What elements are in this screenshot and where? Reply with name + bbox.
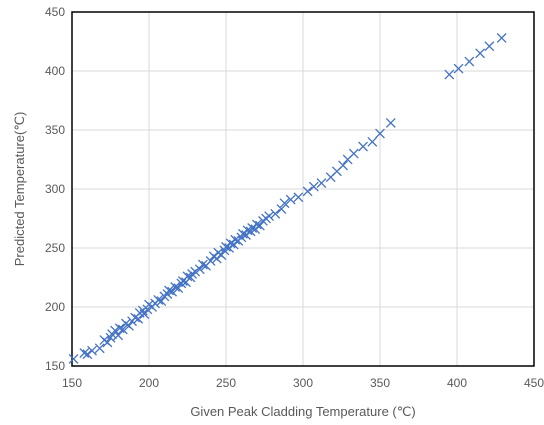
plot-area-border bbox=[71, 11, 535, 367]
data-point-marker bbox=[117, 324, 128, 335]
data-point-marker bbox=[238, 228, 248, 239]
x-tick-label: 400 bbox=[447, 376, 467, 390]
data-point-marker bbox=[216, 250, 227, 260]
data-point-marker bbox=[375, 128, 385, 139]
data-point-marker bbox=[170, 282, 181, 292]
data-point-marker bbox=[250, 224, 261, 235]
y-tick-label: 200 bbox=[45, 300, 65, 314]
data-point-marker bbox=[464, 56, 475, 67]
data-point-marker bbox=[279, 198, 290, 209]
data-point-marker bbox=[124, 320, 134, 331]
data-point-marker bbox=[308, 181, 319, 192]
data-point-marker bbox=[230, 234, 241, 245]
data-point-marker bbox=[348, 148, 359, 159]
data-point-marker bbox=[254, 220, 265, 231]
y-tick-label: 300 bbox=[45, 182, 65, 196]
y-tick-label: 150 bbox=[45, 359, 65, 373]
data-point-marker bbox=[190, 266, 201, 277]
data-point-marker bbox=[358, 141, 368, 152]
data-point-marker bbox=[221, 241, 231, 252]
data-point-marker bbox=[453, 63, 464, 74]
data-point-marker bbox=[316, 178, 327, 189]
data-point-marker bbox=[224, 243, 234, 253]
data-point-marker bbox=[133, 313, 144, 324]
x-tick-label: 300 bbox=[293, 376, 313, 390]
data-point-marker bbox=[197, 259, 208, 270]
data-point-marker bbox=[68, 354, 79, 364]
data-points bbox=[68, 33, 507, 364]
data-point-marker bbox=[164, 285, 174, 296]
data-point-marker bbox=[270, 208, 281, 219]
data-point-marker bbox=[114, 323, 125, 334]
data-point-marker bbox=[153, 295, 164, 305]
data-point-marker bbox=[139, 309, 150, 319]
data-point-marker bbox=[211, 253, 222, 264]
data-point-marker bbox=[302, 186, 313, 197]
data-point-marker bbox=[173, 283, 184, 294]
y-tick-label: 250 bbox=[45, 241, 65, 255]
data-point-marker bbox=[285, 194, 296, 205]
y-tick-label: 350 bbox=[45, 123, 65, 137]
x-tick-label: 200 bbox=[139, 376, 159, 390]
data-point-marker bbox=[110, 325, 121, 336]
x-tick-label: 250 bbox=[216, 376, 236, 390]
data-point-marker bbox=[475, 48, 486, 59]
data-point-marker bbox=[79, 348, 90, 358]
data-point-marker bbox=[87, 345, 97, 356]
data-point-marker bbox=[94, 343, 105, 354]
x-tick-label: 350 bbox=[370, 376, 390, 390]
data-point-marker bbox=[484, 41, 495, 52]
data-point-marker bbox=[251, 219, 262, 230]
data-point-marker bbox=[225, 238, 236, 249]
y-axis-label: Predicted Temperature(℃) bbox=[12, 112, 27, 267]
data-point-marker bbox=[194, 264, 205, 275]
data-point-marker bbox=[82, 349, 93, 360]
data-point-marker bbox=[241, 230, 251, 240]
data-point-marker bbox=[102, 337, 113, 348]
data-point-marker bbox=[276, 204, 287, 214]
y-tick-label: 450 bbox=[45, 5, 65, 19]
data-point-marker bbox=[242, 225, 253, 236]
data-point-marker bbox=[156, 296, 167, 307]
data-point-marker bbox=[496, 33, 507, 43]
x-tick-label: 150 bbox=[62, 376, 82, 390]
data-point-marker bbox=[228, 239, 239, 250]
data-point-marker bbox=[385, 118, 396, 128]
data-point-marker bbox=[444, 69, 455, 80]
data-point-marker bbox=[182, 271, 193, 282]
data-point-marker bbox=[167, 286, 178, 297]
data-point-marker bbox=[367, 136, 378, 147]
data-point-marker bbox=[264, 211, 275, 222]
x-tick-label: 450 bbox=[524, 376, 544, 390]
data-point-marker bbox=[205, 256, 216, 266]
data-point-marker bbox=[142, 304, 153, 315]
data-point-marker bbox=[338, 160, 348, 171]
data-point-marker bbox=[247, 223, 258, 233]
y-axis-tick-labels: 150 200 250 300 350 400 450 bbox=[45, 5, 65, 373]
y-tick-label: 400 bbox=[45, 64, 65, 78]
x-axis-tick-labels: 150 200 250 300 350 400 450 bbox=[62, 376, 544, 390]
x-axis-label: Given Peak Cladding Temperature (℃) bbox=[190, 404, 415, 419]
data-point-marker bbox=[293, 192, 304, 203]
